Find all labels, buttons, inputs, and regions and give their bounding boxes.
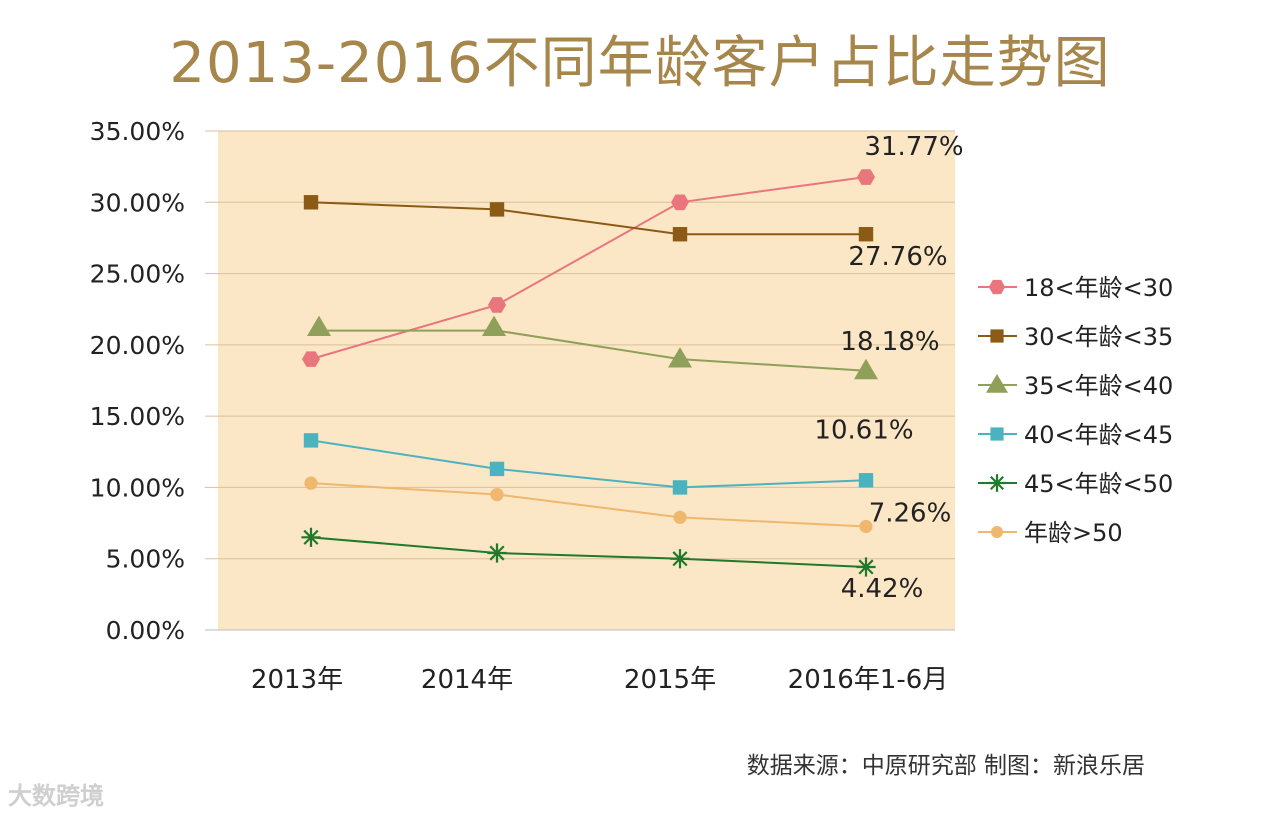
data-point	[988, 279, 1006, 295]
data-point	[858, 227, 874, 242]
y-tick-label: 5.00%	[106, 545, 185, 574]
source-note: 数据来源：中原研究部 制图：新浪乐居	[746, 753, 1145, 779]
legend-item: 35<年龄<40	[978, 372, 1173, 400]
y-axis-ticks: 0.00% 5.00% 10.00% 15.00% 20.00% 25.00% 30.00%…	[90, 117, 185, 645]
asterisk-stroke	[303, 529, 319, 545]
data-point	[670, 549, 690, 569]
watermark: 大数跨境	[8, 782, 104, 810]
data-point	[672, 480, 688, 495]
data-point	[487, 543, 507, 563]
series-line	[301, 527, 876, 577]
series-path	[310, 176, 867, 361]
series-path	[310, 439, 867, 489]
data-label: 10.61%	[814, 415, 913, 445]
data-point	[301, 527, 321, 547]
series-lines	[301, 169, 878, 577]
x-tick-label: 2015年	[624, 665, 716, 695]
series-line	[303, 195, 874, 242]
legend-label: 45<年龄<50	[1024, 470, 1173, 498]
legend-label: 年龄>50	[1024, 519, 1123, 547]
legend-item: 18<年龄<30	[978, 274, 1173, 302]
series-line	[303, 433, 874, 495]
series-line	[302, 169, 875, 367]
legend-item: 45<年龄<50	[978, 470, 1173, 498]
legend-item: 年龄>50	[978, 519, 1123, 547]
data-point	[307, 315, 331, 336]
data-label: 27.76%	[848, 242, 947, 272]
y-tick-label: 0.00%	[106, 616, 185, 645]
data-labels: 31.77% 27.76% 18.18% 10.61% 4.42% 7.26%	[814, 132, 963, 604]
legend-label: 18<年龄<30	[1024, 274, 1173, 302]
legend-label: 30<年龄<35	[1024, 323, 1173, 351]
asterisk-stroke	[858, 559, 874, 575]
series-path	[310, 536, 867, 568]
x-axis-ticks: 2013年 2014年 2015年 2016年1-6月	[251, 665, 948, 695]
data-point	[990, 427, 1004, 441]
data-point	[671, 194, 689, 211]
asterisk-stroke	[672, 551, 688, 567]
data-label: 4.42%	[841, 574, 924, 604]
data-point	[304, 476, 318, 490]
grid-lines	[205, 130, 955, 631]
data-point	[990, 329, 1004, 343]
data-label: 7.26%	[869, 498, 952, 528]
y-tick-label: 20.00%	[90, 331, 185, 360]
legend-item: 30<年龄<35	[978, 323, 1173, 351]
data-point	[859, 519, 873, 534]
series-line	[307, 315, 878, 380]
series-path	[310, 201, 866, 236]
legend-label: 40<年龄<45	[1024, 421, 1173, 449]
legend: 18<年龄<30 30<年龄<35 35<年龄<40 40<年龄<45 45<年龄<…	[978, 274, 1173, 547]
data-point	[857, 169, 875, 185]
legend-label: 35<年龄<40	[1024, 372, 1173, 400]
data-point	[490, 487, 504, 502]
y-tick-label: 15.00%	[90, 402, 185, 431]
legend-item: 40<年龄<45	[978, 421, 1173, 449]
y-tick-label: 10.00%	[90, 473, 185, 502]
plot-area	[218, 131, 955, 630]
series-path	[311, 329, 867, 372]
data-point	[668, 347, 692, 368]
y-tick-label: 35.00%	[90, 117, 185, 146]
asterisk-stroke	[989, 475, 1005, 491]
data-point	[673, 510, 687, 524]
data-point	[672, 227, 688, 242]
data-point	[303, 195, 319, 210]
x-tick-label: 2013年	[251, 665, 343, 695]
data-point	[986, 374, 1008, 393]
data-point	[988, 474, 1006, 492]
data-point	[854, 358, 878, 380]
data-point	[489, 202, 505, 217]
data-point	[302, 351, 320, 367]
data-label: 31.77%	[864, 132, 963, 162]
data-label: 18.18%	[840, 327, 939, 357]
data-point	[990, 525, 1004, 539]
asterisk-stroke	[489, 545, 505, 561]
data-point	[303, 433, 319, 448]
data-point	[489, 461, 505, 477]
y-tick-label: 25.00%	[90, 260, 185, 289]
data-point	[858, 473, 874, 488]
series-line	[304, 476, 873, 534]
data-point	[856, 557, 876, 577]
x-tick-label: 2016年1-6月	[788, 665, 949, 695]
data-point	[488, 297, 506, 313]
chart-title: 2013-2016不同年龄客户占比走势图	[169, 31, 1111, 96]
y-tick-label: 30.00%	[90, 188, 185, 217]
series-path	[310, 482, 867, 528]
x-tick-label: 2014年	[421, 665, 513, 695]
data-point	[482, 315, 506, 336]
